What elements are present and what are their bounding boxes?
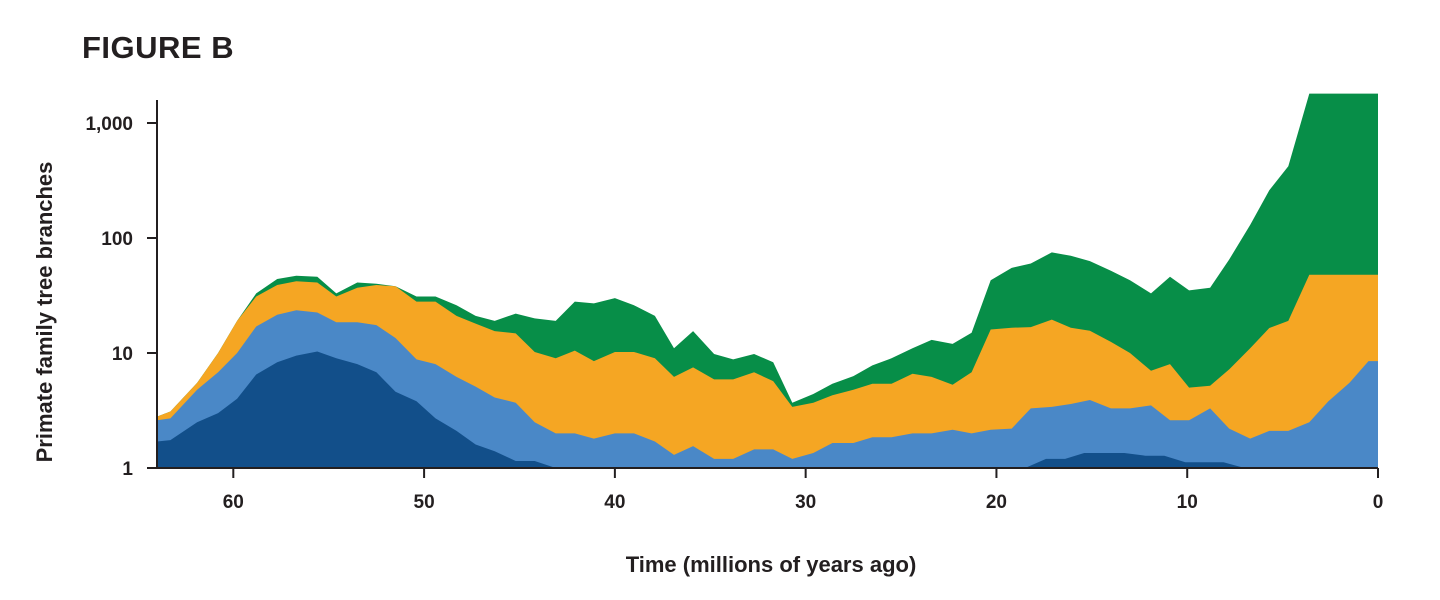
area-dark-blue [157,351,1378,468]
x-axis-title: Time (millions of years ago) [626,552,917,577]
y-tick-label: 10 [112,344,133,365]
y-tick-label: 100 [101,229,133,250]
area-mid-blue [157,310,1378,468]
x-tick-label: 40 [604,492,625,513]
figure-title: FIGURE B [82,30,235,65]
x-tick-label: 20 [986,492,1007,513]
x-tick-label: 30 [795,492,816,513]
y-tick-label: 1,000 [85,114,133,135]
y-axis-ticks: 1 10 100 1,000 [85,114,157,480]
x-tick-label: 60 [223,492,244,513]
x-tick-label: 0 [1373,492,1384,513]
y-tick-label: 1 [122,459,133,480]
area-layers [157,93,1378,468]
x-tick-label: 10 [1177,492,1198,513]
y-axis-title: Primate family tree branches [32,162,57,463]
x-axis-ticks: 60 50 40 30 20 10 0 [223,468,1384,513]
x-tick-label: 50 [414,492,435,513]
